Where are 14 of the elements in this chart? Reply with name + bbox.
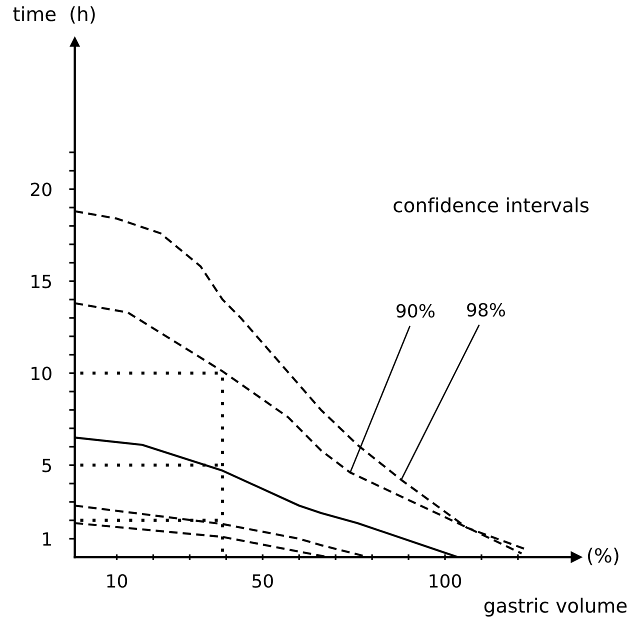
y-tick-label: 10	[32, 366, 52, 380]
y-tick-label: 5	[42, 458, 52, 472]
y-axis-title: time (h)	[13, 6, 95, 24]
x-tick-label: 50	[252, 574, 273, 588]
x-tick-label: 10	[107, 574, 128, 588]
y-tick-label: 15	[32, 274, 52, 288]
annotation: confidence intervals	[394, 197, 589, 212]
x-axis-title: gastric volume	[484, 598, 627, 617]
y-tick-label: 20	[30, 182, 52, 196]
x-tick-label: 100	[430, 574, 462, 588]
annotation: 98%	[467, 302, 506, 317]
text: (%)	[588, 548, 618, 566]
annotation: 90%	[396, 304, 435, 318]
y-tick-label: 1	[43, 532, 51, 546]
